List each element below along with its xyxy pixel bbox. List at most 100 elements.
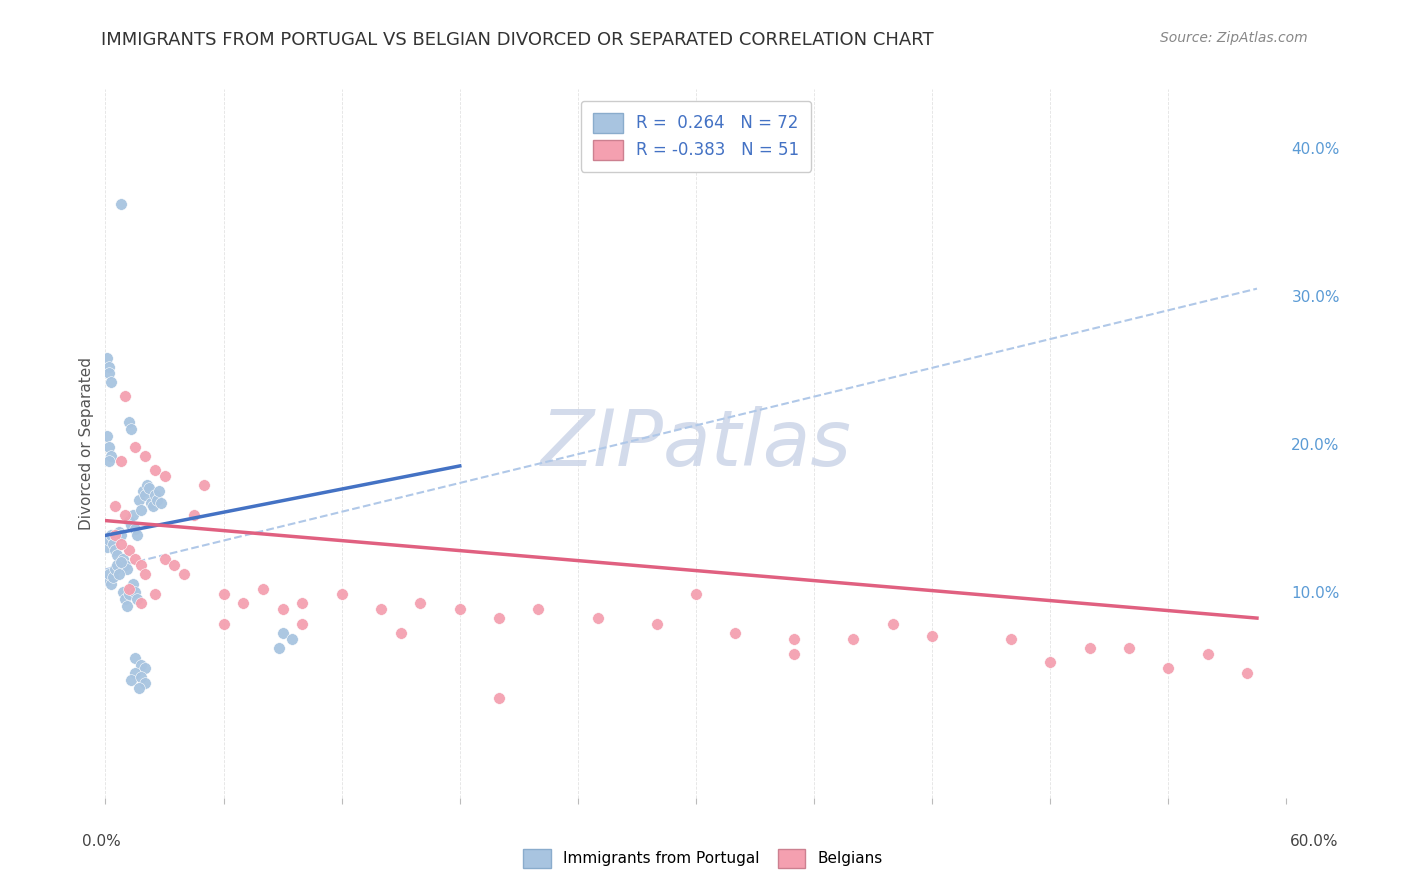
Point: [115, 562, 138, 576]
Point: [1118, 640, 1140, 655]
Point: [120, 518, 142, 533]
Point: [100, 449, 122, 463]
Point: [842, 632, 865, 646]
Text: 60.0%: 60.0%: [1291, 834, 1339, 848]
Point: [488, 611, 510, 625]
Point: [271, 602, 294, 616]
Point: [586, 611, 609, 625]
Point: [173, 566, 195, 581]
Point: [118, 543, 141, 558]
Point: [114, 389, 136, 403]
Point: [134, 661, 156, 675]
Point: [124, 552, 146, 566]
Y-axis label: Divorced or Separated: Divorced or Separated: [79, 358, 94, 530]
Point: [281, 632, 304, 646]
Point: [389, 626, 412, 640]
Point: [449, 602, 471, 616]
Point: [98, 440, 121, 454]
Point: [124, 665, 146, 680]
Point: [108, 566, 131, 581]
Point: [124, 651, 146, 665]
Point: [488, 690, 510, 705]
Point: [96, 573, 118, 587]
Point: [370, 602, 392, 616]
Point: [409, 596, 432, 610]
Point: [134, 566, 156, 581]
Point: [100, 577, 122, 591]
Point: [128, 681, 150, 695]
Point: [110, 197, 132, 211]
Point: [128, 492, 150, 507]
Point: [149, 496, 172, 510]
Point: [212, 617, 235, 632]
Point: [110, 537, 132, 551]
Point: [142, 499, 165, 513]
Point: [96, 540, 118, 554]
Point: [118, 582, 141, 596]
Point: [129, 503, 152, 517]
Point: [108, 525, 131, 540]
Point: [120, 673, 142, 687]
Point: [103, 537, 125, 551]
Point: [114, 558, 136, 572]
Point: [129, 658, 152, 673]
Point: [134, 676, 156, 690]
Point: [98, 566, 121, 581]
Point: [291, 617, 314, 632]
Point: [783, 647, 806, 661]
Point: [118, 514, 141, 528]
Legend: Immigrants from Portugal, Belgians: Immigrants from Portugal, Belgians: [517, 843, 889, 873]
Point: [1197, 647, 1219, 661]
Point: [183, 508, 205, 522]
Point: [193, 478, 215, 492]
Point: [96, 429, 118, 443]
Text: 0.0%: 0.0%: [82, 834, 121, 848]
Legend: R =  0.264   N = 72, R = -0.383   N = 51: R = 0.264 N = 72, R = -0.383 N = 51: [581, 101, 811, 172]
Point: [1236, 665, 1258, 680]
Point: [148, 483, 170, 498]
Point: [112, 552, 135, 566]
Point: [122, 577, 145, 591]
Point: [138, 481, 160, 495]
Point: [143, 488, 166, 502]
Point: [271, 626, 294, 640]
Point: [267, 640, 290, 655]
Point: [112, 584, 135, 599]
Point: [124, 523, 146, 537]
Text: IMMIGRANTS FROM PORTUGAL VS BELGIAN DIVORCED OR SEPARATED CORRELATION CHART: IMMIGRANTS FROM PORTUGAL VS BELGIAN DIVO…: [101, 31, 934, 49]
Point: [212, 587, 235, 601]
Point: [153, 552, 176, 566]
Point: [110, 528, 132, 542]
Point: [527, 602, 550, 616]
Point: [330, 587, 353, 601]
Point: [1039, 656, 1062, 670]
Point: [104, 543, 127, 558]
Point: [96, 351, 118, 365]
Point: [115, 599, 138, 614]
Point: [105, 548, 128, 562]
Point: [98, 359, 121, 374]
Point: [882, 617, 904, 632]
Point: [120, 422, 142, 436]
Point: [143, 587, 166, 601]
Point: [1157, 661, 1180, 675]
Point: [163, 558, 186, 572]
Point: [252, 582, 274, 596]
Point: [114, 508, 136, 522]
Point: [291, 596, 314, 610]
Point: [103, 570, 125, 584]
Point: [135, 478, 157, 492]
Point: [921, 629, 943, 643]
Point: [1078, 640, 1101, 655]
Point: [129, 596, 152, 610]
Point: [232, 596, 254, 610]
Point: [122, 508, 145, 522]
Point: [129, 558, 152, 572]
Point: [110, 555, 132, 569]
Point: [104, 499, 127, 513]
Point: [100, 375, 122, 389]
Point: [143, 463, 166, 477]
Point: [153, 469, 176, 483]
Point: [685, 587, 707, 601]
Point: [105, 558, 128, 572]
